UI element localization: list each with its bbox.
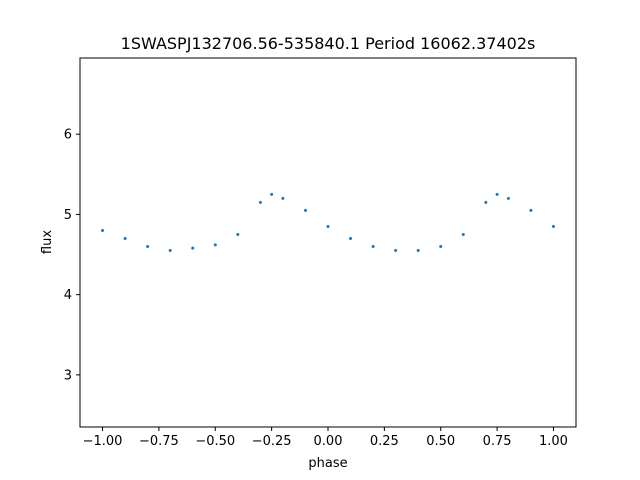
data-point — [551, 224, 555, 228]
data-point — [529, 208, 533, 212]
data-point — [191, 246, 195, 250]
y-tick-label: 6 — [64, 128, 72, 143]
y-tick-label: 3 — [64, 368, 72, 383]
data-point — [123, 236, 127, 240]
data-point — [506, 196, 510, 200]
x-tick-label: 0.50 — [426, 434, 455, 449]
x-tick-label: −0.75 — [139, 434, 179, 449]
x-tick-label: 0.25 — [370, 434, 399, 449]
x-tick-label: 1.00 — [539, 434, 568, 449]
data-points — [101, 192, 555, 253]
x-tick-label: −1.00 — [83, 434, 123, 449]
x-tick-label: −0.25 — [252, 434, 292, 449]
data-point — [349, 236, 353, 240]
data-point — [439, 245, 443, 249]
x-tick-label: 0.75 — [483, 434, 512, 449]
data-point — [281, 196, 285, 200]
data-point — [326, 224, 330, 228]
x-tick-label: −0.50 — [195, 434, 235, 449]
data-point — [394, 249, 398, 253]
data-point — [484, 200, 488, 204]
data-point — [495, 192, 499, 196]
data-point — [303, 208, 307, 212]
y-tick-label: 5 — [64, 208, 72, 223]
chart-title: 1SWASPJ132706.56-535840.1 Period 16062.3… — [121, 34, 536, 53]
data-point — [146, 245, 150, 249]
data-point — [371, 245, 375, 249]
x-axis-label: phase — [308, 456, 347, 471]
x-axis: −1.00 −0.75 −0.50 −0.25 0.00 0.25 0.50 0.75 1.00 — [83, 427, 568, 449]
y-axis: 3 4 5 6 — [64, 128, 80, 383]
data-point — [213, 243, 217, 247]
y-axis-label: flux — [40, 230, 55, 254]
data-point — [258, 200, 262, 204]
x-tick-label: 0.00 — [314, 434, 343, 449]
data-point — [168, 249, 172, 253]
data-point — [416, 249, 420, 253]
data-point — [101, 228, 105, 232]
data-point — [270, 192, 274, 196]
data-point — [461, 232, 465, 236]
y-tick-label: 4 — [64, 288, 72, 303]
data-point — [236, 232, 240, 236]
